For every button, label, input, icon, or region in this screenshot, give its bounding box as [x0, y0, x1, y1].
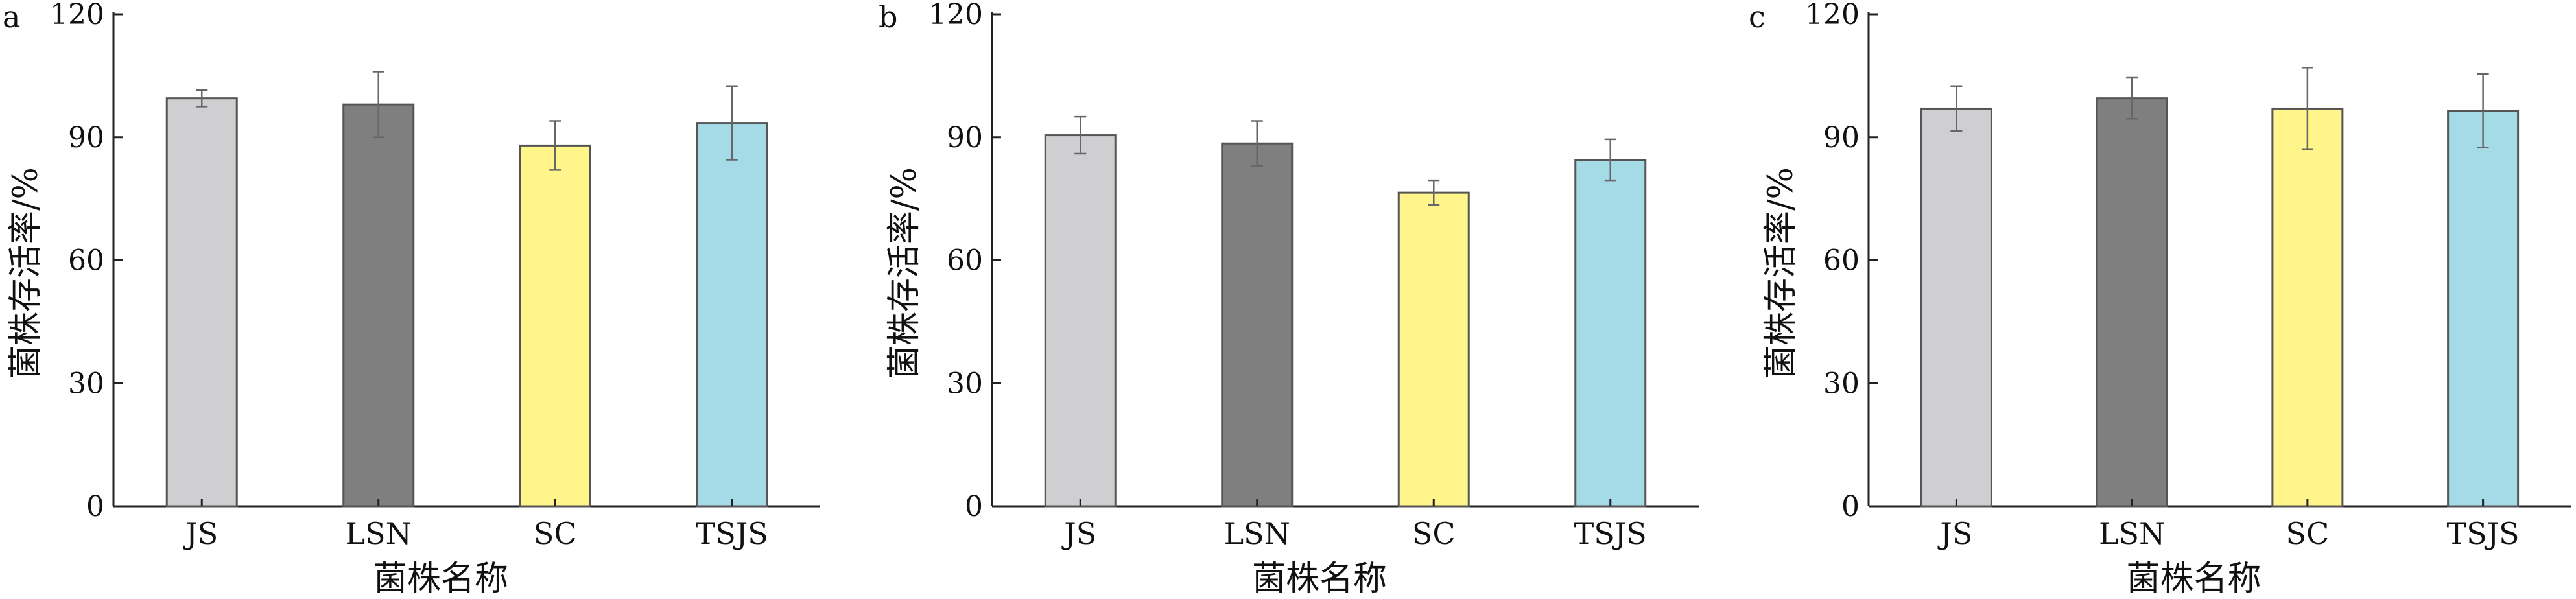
panel-label: c — [1749, 0, 1766, 34]
bar-tsjs — [2447, 110, 2520, 508]
y-axis-title: 菌株存活率/% — [885, 167, 924, 379]
bar-tsjs — [1574, 159, 1647, 508]
y-tick-label: 30 — [68, 367, 104, 400]
x-tick-label: TSJS — [1574, 516, 1647, 551]
x-axis-title: 菌株名称 — [2126, 559, 2261, 598]
y-tick-label: 0 — [1841, 490, 1860, 523]
y-tick-label: 120 — [1805, 0, 1860, 31]
x-tick-label: SC — [1412, 516, 1456, 551]
x-tick-label: LSN — [346, 516, 412, 551]
chart-panel-a: a 0 30 60 90 120 JS LSN SC TSJS 菌株名称 菌株存活率/% — [3, 0, 820, 598]
x-axis-title: 菌株名称 — [373, 559, 508, 598]
x-tick-label: JS — [1061, 516, 1096, 551]
x-tick-label: JS — [1937, 516, 1972, 551]
chart-panel-b: b 0 30 60 90 120 JS LSN SC TSJS 菌株名称 菌株存活率/% — [879, 0, 1699, 598]
y-tick-label: 90 — [68, 121, 104, 154]
x-tick-label: TSJS — [2447, 516, 2520, 551]
bar-lsn — [2096, 97, 2168, 508]
x-tick-label: JS — [183, 516, 218, 551]
bar-sc — [519, 144, 591, 508]
x-tick-label: LSN — [2099, 516, 2165, 551]
panel-label: a — [3, 0, 20, 34]
bar-sc — [2271, 107, 2344, 508]
bar-js — [165, 97, 238, 508]
chart-panel-c: c 0 30 60 90 120 JS LSN SC TSJS 菌株名称 菌株存活率/% — [1749, 0, 2571, 598]
bar-lsn — [1221, 142, 1294, 508]
bar-js — [1920, 107, 1992, 508]
y-tick-label: 0 — [86, 490, 104, 523]
x-tick-label: LSN — [1224, 516, 1290, 551]
y-axis-title: 菌株存活率/% — [6, 167, 45, 379]
y-tick-label: 120 — [928, 0, 983, 31]
bar-lsn — [342, 103, 415, 508]
x-tick-label: SC — [534, 516, 577, 551]
y-tick-label: 60 — [68, 244, 104, 277]
y-tick-label: 120 — [50, 0, 104, 31]
y-tick-label: 0 — [965, 490, 983, 523]
x-tick-label: SC — [2286, 516, 2330, 551]
y-tick-label: 90 — [1823, 121, 1860, 154]
bar-js — [1044, 134, 1117, 508]
bar-tsjs — [696, 122, 768, 508]
panel-label: b — [879, 0, 897, 34]
x-axis-title: 菌株名称 — [1252, 559, 1387, 598]
x-tick-label: TSJS — [696, 516, 768, 551]
y-tick-label: 30 — [1823, 367, 1860, 400]
y-tick-label: 60 — [1823, 244, 1860, 277]
bar-sc — [1397, 191, 1470, 508]
y-axis-title: 菌株存活率/% — [1762, 167, 1801, 379]
y-tick-label: 30 — [947, 367, 983, 400]
y-tick-label: 90 — [947, 121, 983, 154]
y-tick-label: 60 — [947, 244, 983, 277]
